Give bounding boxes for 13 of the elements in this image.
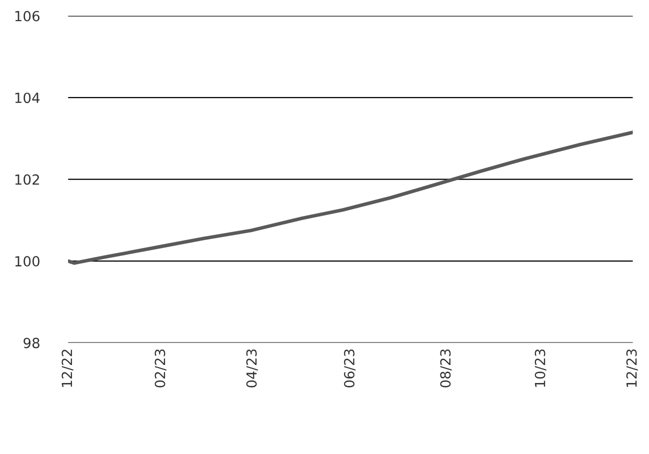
x-tick-label: 04/23 [246, 349, 258, 388]
x-tick-label: 02/23 [154, 349, 166, 388]
x-tick-label: 08/23 [440, 349, 452, 388]
x-tick-label: 12/22 [62, 350, 74, 387]
y-tick-label: 100 [15, 256, 40, 267]
x-tick-label: 12/23 [626, 349, 638, 387]
x-tick-label: 06/23 [344, 349, 356, 388]
y-tick-label: 102 [15, 174, 39, 185]
y-tick-label: 104 [15, 92, 40, 104]
x-tick-label: 10/23 [534, 349, 546, 387]
y-tick-label: 106 [15, 10, 40, 22]
line-series [68, 130, 633, 265]
y-tick-label: 98 [24, 338, 40, 348]
